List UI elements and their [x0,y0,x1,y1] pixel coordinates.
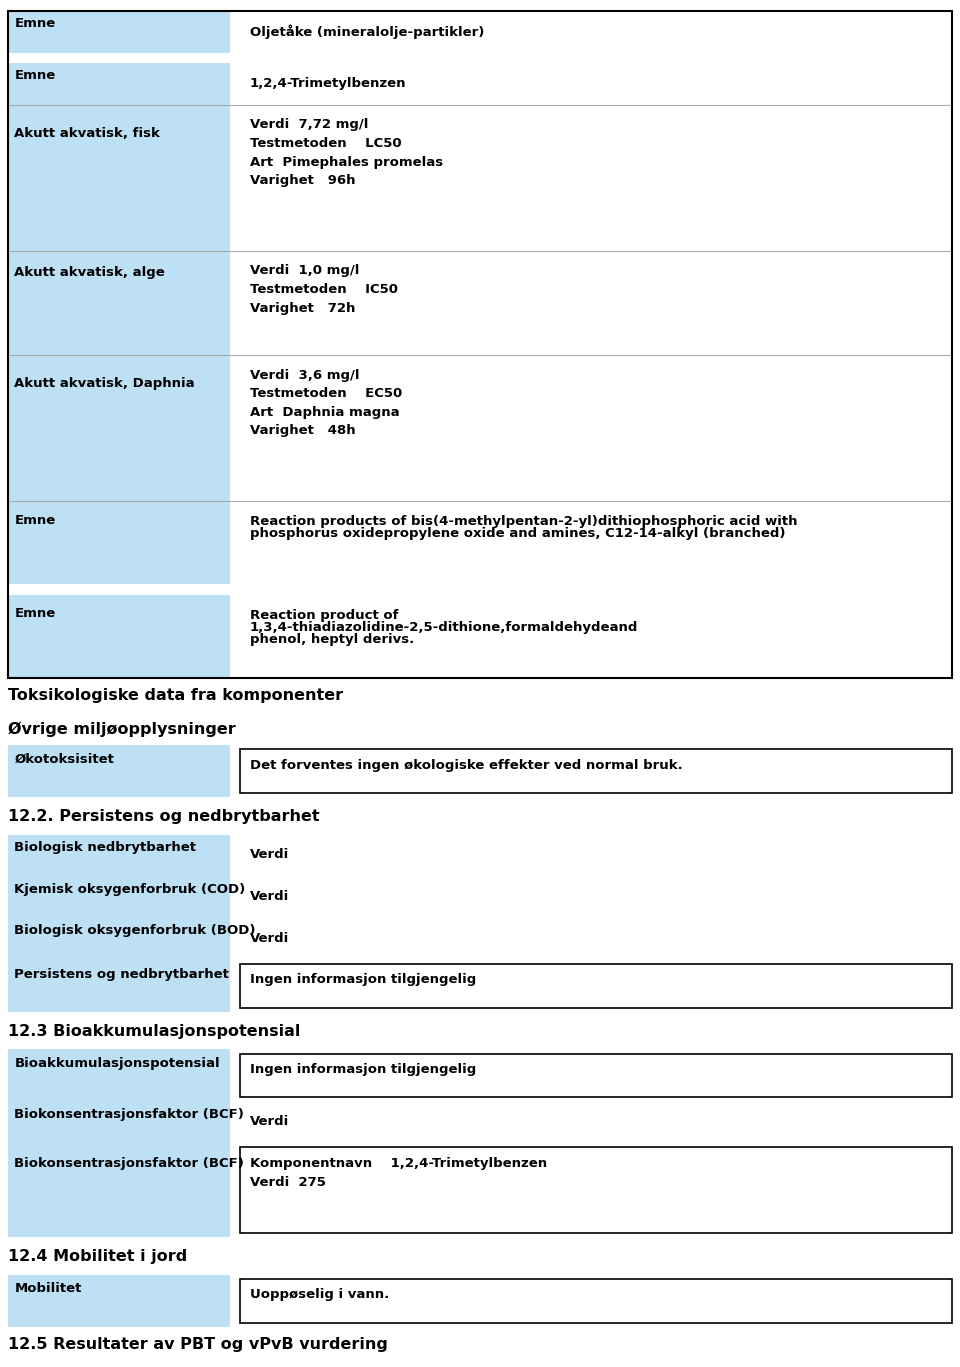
Bar [8,250,230,355]
Bar [8,876,230,919]
Text: Akutt akvatisk, Daphnia: Akutt akvatisk, Daphnia [14,377,195,390]
Text: Art  Daphnia magna: Art Daphnia magna [250,406,399,418]
Bar [8,745,230,797]
Text: Reaction product of: Reaction product of [250,608,398,622]
Text: Emne: Emne [14,18,56,30]
Text: Biokonsentrasjonsfaktor (BCF): Biokonsentrasjonsfaktor (BCF) [14,1107,244,1121]
Text: Uoppøselig i vann.: Uoppøselig i vann. [250,1288,389,1301]
Text: Ingen informasjon tilgjengelig: Ingen informasjon tilgjengelig [250,1064,476,1076]
Bar [8,11,230,53]
Text: Varighet   48h: Varighet 48h [250,425,355,437]
Text: Verdi: Verdi [250,1115,289,1128]
Text: Økotoksisitet: Økotoksisitet [14,753,114,766]
Text: 12.5 Resultater av PBT og vPvB vurdering: 12.5 Resultater av PBT og vPvB vurdering [8,1337,388,1352]
Bar [240,1278,952,1323]
Text: Verdi: Verdi [250,932,289,945]
Text: Kjemisk oksygenforbruk (COD): Kjemisk oksygenforbruk (COD) [14,883,246,895]
Text: Toksikologiske data fra komponenter: Toksikologiske data fra komponenter [8,688,343,703]
Text: Verdi: Verdi [250,849,289,861]
Text: 1,2,4-Trimetylbenzen: 1,2,4-Trimetylbenzen [250,77,406,90]
Bar [8,500,230,585]
Text: 12.3 Bioakkumulasjonspotensial: 12.3 Bioakkumulasjonspotensial [8,1024,300,1039]
Text: 12.4 Mobilitet i jord: 12.4 Mobilitet i jord [8,1249,187,1264]
Text: Testmetoden    LC50: Testmetoden LC50 [250,137,401,150]
Text: Akutt akvatisk, alge: Akutt akvatisk, alge [14,267,165,279]
Text: Verdi  275: Verdi 275 [250,1176,325,1188]
Text: Verdi  3,6 mg/l: Verdi 3,6 mg/l [250,369,359,381]
Bar [240,749,952,793]
Text: Øvrige miljøopplysninger: Øvrige miljøopplysninger [8,722,235,737]
Text: 1,3,4-thiadiazolidine-2,5-dithione,formaldehydeand: 1,3,4-thiadiazolidine-2,5-dithione,forma… [250,621,638,633]
Text: Bioakkumulasjonspotensial: Bioakkumulasjonspotensial [14,1057,220,1070]
Bar [8,11,952,678]
Text: phenol, heptyl derivs.: phenol, heptyl derivs. [250,633,414,645]
Text: Verdi: Verdi [250,890,289,904]
Text: Testmetoden    IC50: Testmetoden IC50 [250,283,397,297]
Bar [8,1143,230,1237]
Bar [8,105,230,250]
Bar [8,960,230,1012]
Text: Art  Pimephales promelas: Art Pimephales promelas [250,156,443,168]
Bar [240,1147,952,1233]
Text: Oljetåke (mineralolje-partikler): Oljetåke (mineralolje-partikler) [250,25,484,40]
Text: Emne: Emne [14,70,56,82]
Bar [8,63,230,105]
Text: Verdi  7,72 mg/l: Verdi 7,72 mg/l [250,119,368,131]
Text: Biologisk nedbrytbarhet: Biologisk nedbrytbarhet [14,841,197,854]
Text: phosphorus oxidepropylene oxide and amines, C12-14-alkyl (branched): phosphorus oxidepropylene oxide and amin… [250,526,785,540]
Bar [8,1102,230,1143]
Bar [8,595,230,678]
Text: Verdi  1,0 mg/l: Verdi 1,0 mg/l [250,264,359,278]
Bar [8,1050,230,1102]
Text: Varighet   72h: Varighet 72h [250,302,355,314]
Text: Biologisk oksygenforbruk (BOD): Biologisk oksygenforbruk (BOD) [14,924,256,938]
Text: Ingen informasjon tilgjengelig: Ingen informasjon tilgjengelig [250,973,476,987]
Bar [8,1274,230,1327]
Text: Emne: Emne [14,607,56,621]
Bar [240,1054,952,1098]
Text: Mobilitet: Mobilitet [14,1282,82,1296]
Text: Emne: Emne [14,514,56,526]
Bar [8,355,230,500]
Text: 12.2. Persistens og nedbrytbarhet: 12.2. Persistens og nedbrytbarhet [8,809,320,824]
Text: Komponentnavn    1,2,4-Trimetylbenzen: Komponentnavn 1,2,4-Trimetylbenzen [250,1156,547,1170]
Text: Varighet   96h: Varighet 96h [250,174,355,187]
Text: Biokonsentrasjonsfaktor (BCF): Biokonsentrasjonsfaktor (BCF) [14,1158,244,1170]
Text: Persistens og nedbrytbarhet: Persistens og nedbrytbarhet [14,968,229,980]
Text: Testmetoden    EC50: Testmetoden EC50 [250,387,402,401]
Bar [8,919,230,960]
Bar [8,835,230,876]
Text: Det forventes ingen økologiske effekter ved normal bruk.: Det forventes ingen økologiske effekter … [250,759,683,771]
Text: Reaction products of bis(4-methylpentan-2-yl)dithiophosphoric acid with: Reaction products of bis(4-methylpentan-… [250,514,797,528]
Bar [240,964,952,1007]
Text: Akutt akvatisk, fisk: Akutt akvatisk, fisk [14,127,160,139]
